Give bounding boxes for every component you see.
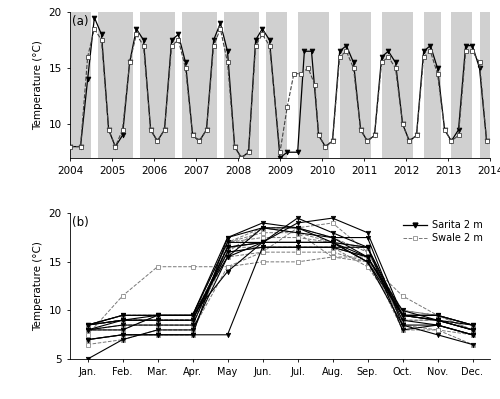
Text: (b): (b) (72, 216, 89, 229)
Text: (a): (a) (72, 15, 88, 28)
Bar (224, 12, 259, 158)
Bar (140, 12, 175, 158)
Bar (182, 12, 217, 158)
Y-axis label: Temperature (°C): Temperature (°C) (33, 241, 43, 331)
Bar (382, 12, 413, 158)
Bar (424, 12, 441, 158)
Bar (298, 12, 329, 158)
Bar (98, 12, 133, 158)
Bar (266, 12, 287, 158)
Bar (452, 12, 472, 158)
Bar (70, 12, 91, 158)
Bar (340, 12, 371, 158)
Y-axis label: Temperature (°C): Temperature (°C) (33, 40, 43, 130)
Legend: Sarita 2 m, Swale 2 m: Sarita 2 m, Swale 2 m (401, 218, 485, 245)
Bar (480, 12, 490, 158)
